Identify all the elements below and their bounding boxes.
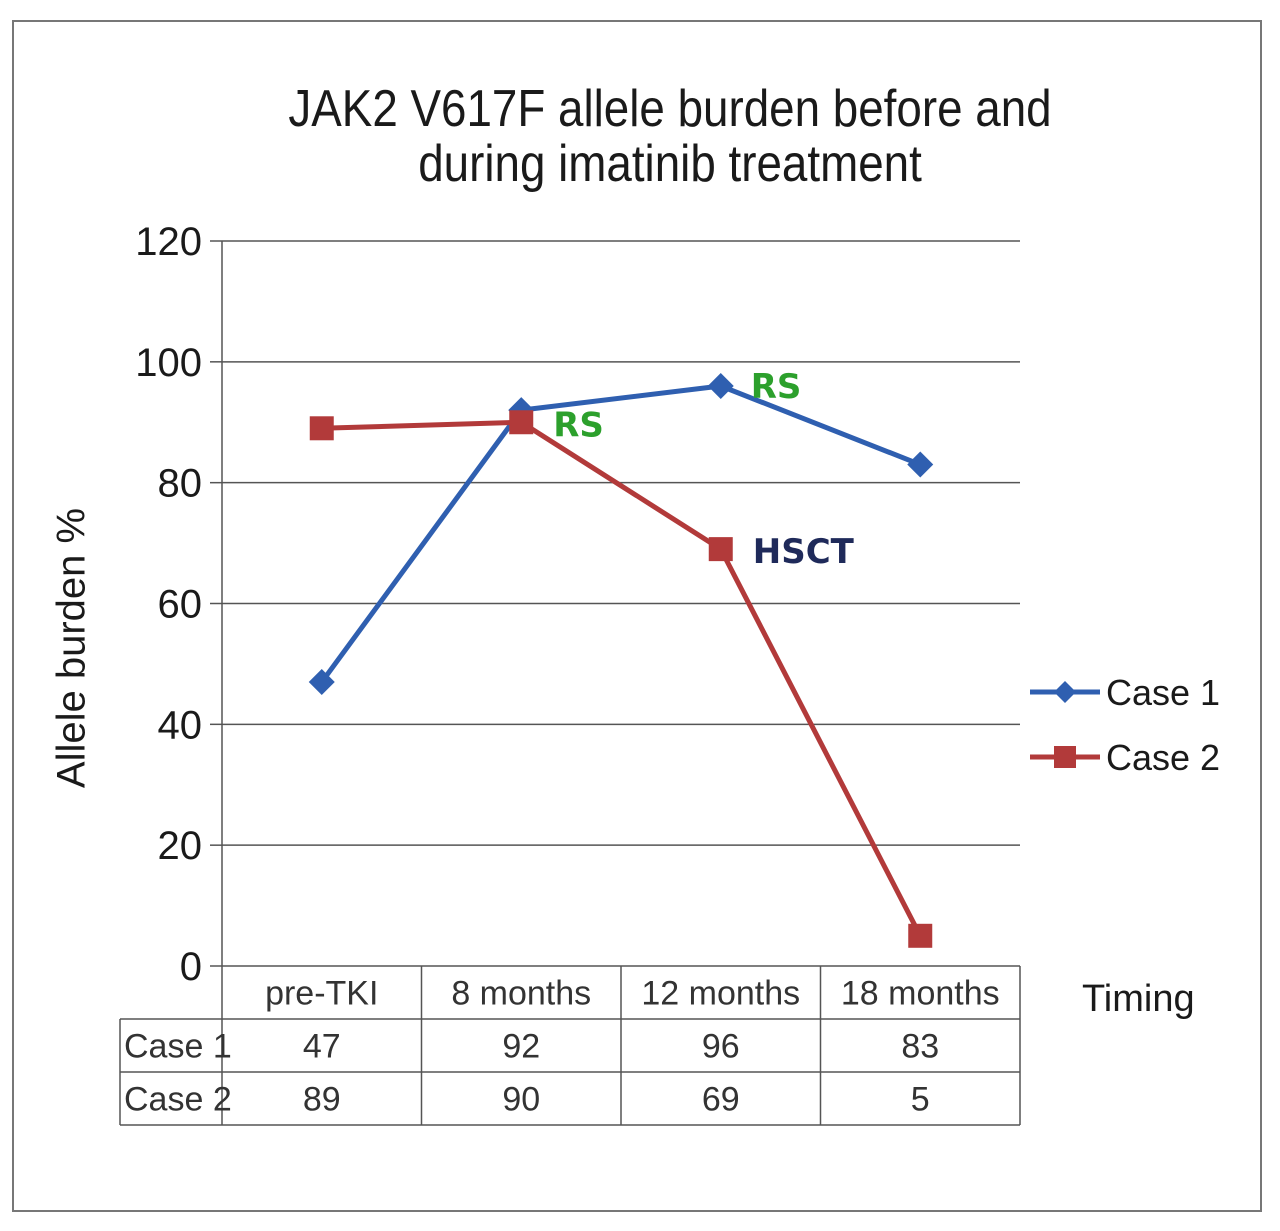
table-cell-value: 96 <box>702 1028 740 1066</box>
legend-marker-case-1 <box>1054 681 1076 703</box>
y-tick-label-80: 80 <box>158 462 203 506</box>
y-tick-label-20: 20 <box>158 824 203 868</box>
x-category-label: pre-TKI <box>265 975 378 1013</box>
data-point-case-2 <box>509 410 534 435</box>
y-tick-label-40: 40 <box>158 703 203 747</box>
x-axis-label: Timing <box>1082 978 1195 1020</box>
table-row-label: Case 2 <box>124 1081 232 1119</box>
series-line-case-2 <box>321 419 923 937</box>
chart-title-line-1: JAK2 V617F allele burden before and <box>288 80 1052 138</box>
table-cell-value: 92 <box>502 1028 540 1066</box>
data-point-case-1 <box>707 373 734 399</box>
annotation-rs: RS <box>553 405 604 445</box>
legend-label-case-1: Case 1 <box>1106 672 1220 713</box>
series-line-case-1 <box>319 383 922 684</box>
table-row-label: Case 1 <box>124 1028 232 1066</box>
y-tick-label-120: 120 <box>135 220 202 264</box>
data-point-case-2 <box>908 923 933 948</box>
chart-title: JAK2 V617F allele burden before and duri… <box>186 82 1154 192</box>
table-cell-value: 90 <box>502 1081 540 1119</box>
table-cell-value: 83 <box>901 1028 939 1066</box>
chart-title-line-2: during imatinib treatment <box>418 135 922 193</box>
x-category-label: 12 months <box>641 975 800 1013</box>
legend-marker-case-2 <box>1054 746 1076 768</box>
annotation-hsct: HSCT <box>753 532 855 572</box>
chart-frame <box>12 20 1262 1212</box>
legend-label-case-2: Case 2 <box>1106 737 1220 778</box>
table-cell-value: 47 <box>303 1028 341 1066</box>
data-point-case-1 <box>907 451 934 478</box>
table-cell-value: 5 <box>911 1081 930 1119</box>
x-category-label: 18 months <box>841 975 1000 1013</box>
annotation-rs: RS <box>751 367 802 407</box>
x-category-label: 8 months <box>451 975 591 1013</box>
y-tick-label-60: 60 <box>158 583 203 627</box>
y-tick-label-0: 0 <box>180 945 202 989</box>
data-point-case-1 <box>308 669 335 696</box>
table-cell-value: 69 <box>702 1081 740 1119</box>
data-point-case-2 <box>309 416 334 441</box>
table-cell-value: 89 <box>303 1081 341 1119</box>
data-point-case-2 <box>708 537 733 562</box>
y-tick-label-100: 100 <box>135 341 202 385</box>
